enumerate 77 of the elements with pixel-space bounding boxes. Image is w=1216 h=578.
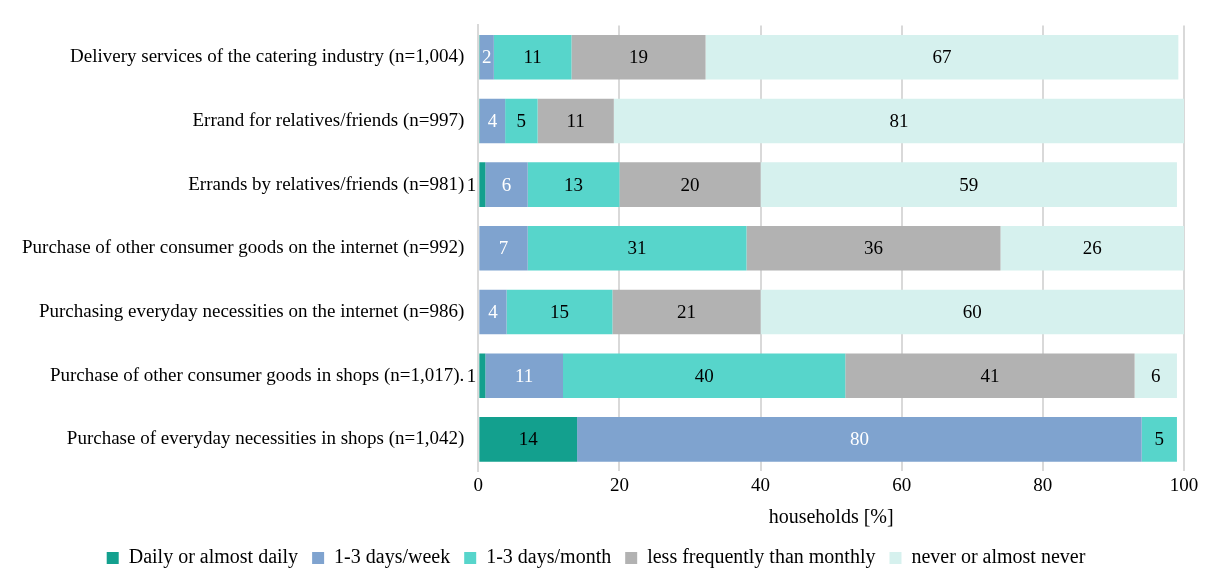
bar [1134,353,1177,398]
legend-label: less frequently than monthly [647,545,876,569]
bar [506,289,613,335]
data-label: 21 [677,300,696,322]
data-label: 26 [1082,237,1102,259]
bar [479,226,528,271]
data-label: 5 [516,109,527,131]
bar [479,289,507,335]
bar [705,34,1179,80]
data-label: 59 [959,173,979,195]
y-tick-label: Purchasing everyday necessities on the internet (n=986) [38,299,465,322]
data-label: 67 [932,46,952,68]
bar [479,98,506,144]
data-label: 6 [1151,364,1161,386]
data-label: 13 [564,173,584,195]
legend-label: 1-3 days/month [486,545,612,569]
bar [760,289,1184,335]
bar [479,417,578,462]
x-tick-label: 40 [751,473,771,495]
bar [1000,226,1184,271]
x-tick-label: 100 [1169,473,1199,495]
data-label: 14 [518,428,539,450]
bar [577,417,1142,462]
y-tick-label: Purchase of everyday necessities in shops (n=1,042) [66,427,465,450]
bar [613,98,1184,144]
y-tick-label: Purchase of other consumer goods on the internet (n=992) [22,236,465,259]
data-label: 1 [466,173,477,195]
data-label: 15 [549,300,569,322]
data-label: 31 [627,237,647,259]
bar [479,34,494,80]
y-tick-label: Delivery services of the catering industry (n=1,004) [70,45,465,68]
data-label: 11 [523,46,542,68]
bar [845,353,1135,398]
bar [493,34,572,80]
data-label: 11 [515,364,534,386]
data-label: 7 [498,237,509,259]
data-label: 1 [466,364,477,386]
bar [505,98,538,144]
bar [527,162,620,207]
bar [612,289,761,335]
legend-label: never or almost never [911,545,1086,568]
legend-label: 1-3 days/week [334,545,451,569]
legend-label: Daily or almost daily [128,545,299,569]
bar [485,353,564,398]
bar [527,226,747,271]
bar [746,226,1001,271]
data-label: 36 [864,237,883,259]
x-tick-label: 0 [473,473,484,495]
data-label: 81 [889,109,909,131]
x-tick-label: 80 [1033,473,1053,495]
data-label: 5 [1154,428,1165,450]
bar [537,98,614,144]
data-label: 4 [487,109,498,131]
y-tick-label: Errands by relatives/friends (n=981) [188,172,465,195]
data-label: 19 [629,46,649,68]
bar [563,353,846,398]
x-axis-title: households [%] [768,505,894,528]
data-label: 41 [980,364,1000,386]
data-label: 40 [694,364,714,386]
bar [485,162,528,207]
bar [619,162,761,207]
data-label: 4 [488,300,499,322]
data-label: 6 [501,173,512,195]
data-label: 20 [680,173,700,195]
x-tick-label: 60 [892,473,912,495]
bar [571,34,706,80]
y-tick-label: Errand for relatives/friends (n=997) [192,108,465,131]
data-label: 11 [566,109,585,131]
bar [479,162,486,207]
data-label: 2 [482,46,492,68]
data-label: 60 [962,300,982,322]
data-label: 80 [849,428,869,450]
bar [1141,417,1177,462]
y-tick-label: Purchase of other consumer goods in shops (n=1,017). [49,363,465,386]
x-tick-label: 20 [609,473,629,495]
bar [479,353,486,398]
bar [760,162,1177,207]
